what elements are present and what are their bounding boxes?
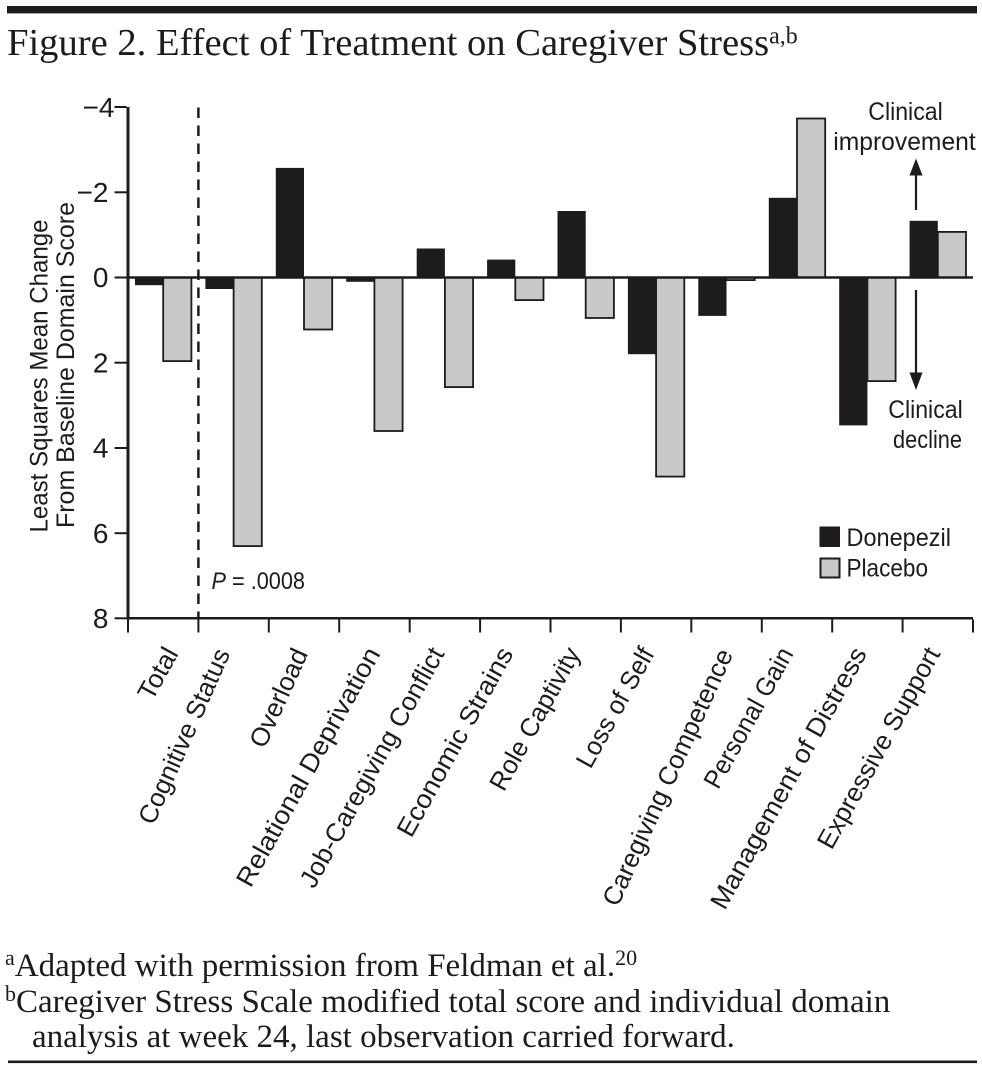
svg-text:bCaregiver Stress Scale modifi: bCaregiver Stress Scale modified total s… (5, 981, 890, 1020)
svg-text:Total: Total (131, 642, 184, 705)
svg-text:aAdapted with permission from: aAdapted with permission from Feldman et… (5, 945, 637, 984)
svg-text:Clinical: Clinical (888, 396, 963, 424)
svg-text:Placebo: Placebo (847, 555, 929, 583)
svg-text:4: 4 (93, 433, 109, 464)
svg-text:P = .0008: P = .0008 (212, 568, 306, 595)
svg-text:−2: −2 (77, 177, 109, 208)
svg-text:−4: −4 (83, 92, 115, 123)
svg-text:decline: decline (893, 426, 962, 454)
svg-text:2: 2 (93, 347, 109, 378)
svg-text:Figure 2. Effect of Treatment: Figure 2. Effect of Treatment on Caregiv… (7, 22, 798, 64)
svg-text:Clinical: Clinical (868, 98, 943, 126)
svg-text:Overload: Overload (243, 644, 314, 752)
svg-text:Donepezil: Donepezil (847, 524, 952, 552)
svg-text:6: 6 (93, 518, 109, 549)
svg-text:From Baseline Domain Score: From Baseline Domain Score (52, 202, 80, 528)
svg-text:improvement: improvement (833, 128, 976, 156)
svg-text:Least Squares Mean Change: Least Squares Mean Change (26, 220, 54, 533)
svg-text:0: 0 (93, 262, 109, 293)
svg-text:analysis at week 24, last obse: analysis at week 24, last observation ca… (32, 1019, 735, 1055)
svg-text:8: 8 (93, 603, 109, 634)
